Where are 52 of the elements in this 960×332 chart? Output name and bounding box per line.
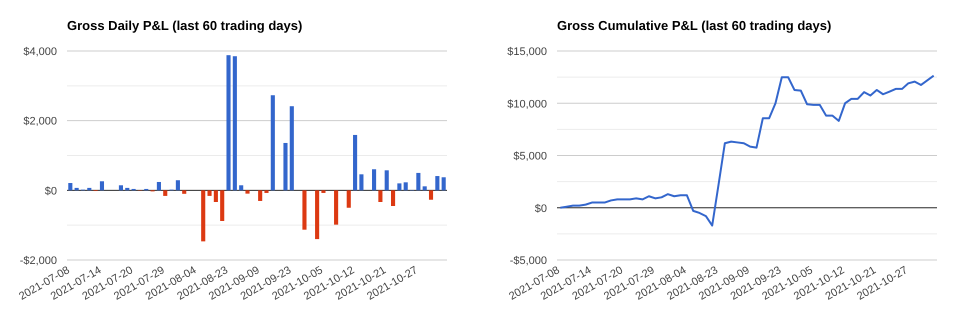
bar xyxy=(258,190,262,201)
bar xyxy=(226,55,231,190)
y-tick-label: $0 xyxy=(534,202,547,215)
y-tick-label: $4,000 xyxy=(23,46,57,58)
y-tick-label: $10,000 xyxy=(507,98,547,110)
bar xyxy=(372,169,376,190)
bar xyxy=(239,185,244,190)
bar xyxy=(74,188,79,190)
bar xyxy=(404,182,408,190)
bar xyxy=(100,181,104,190)
y-tick-label: $15,000 xyxy=(507,46,547,58)
bar xyxy=(390,190,396,206)
bar xyxy=(283,142,288,190)
bar xyxy=(416,172,420,190)
bar xyxy=(346,190,351,208)
bar xyxy=(384,170,389,190)
bar xyxy=(163,190,168,196)
bar xyxy=(290,106,294,190)
bar xyxy=(232,56,237,190)
bar xyxy=(68,183,72,190)
bar xyxy=(87,188,92,190)
chart-title: Gross Daily P&L (last 60 trading days) xyxy=(67,18,302,33)
bar xyxy=(315,190,320,240)
y-tick-label: $2,000 xyxy=(23,116,57,128)
bar xyxy=(118,185,124,190)
bar xyxy=(321,190,326,193)
bar xyxy=(214,190,218,202)
bar xyxy=(220,190,224,221)
y-tick-label: -$5,000 xyxy=(510,255,547,267)
bar xyxy=(378,190,382,202)
bar xyxy=(397,183,402,190)
bar xyxy=(125,188,130,190)
bar xyxy=(428,190,434,200)
y-tick-label: -$2,000 xyxy=(20,255,57,267)
bar xyxy=(201,190,206,242)
y-tick-label: $5,000 xyxy=(513,150,547,162)
bar xyxy=(359,174,364,190)
bar xyxy=(422,186,427,190)
bar xyxy=(435,176,440,190)
bar xyxy=(353,134,358,190)
bar xyxy=(207,190,212,196)
bar xyxy=(442,177,446,190)
y-tick-label: $0 xyxy=(44,185,57,198)
bar xyxy=(334,190,338,225)
line-series xyxy=(559,74,935,227)
bar xyxy=(264,190,269,193)
bar xyxy=(270,95,275,190)
bar xyxy=(156,182,161,190)
bar xyxy=(302,190,307,230)
chart-title: Gross Cumulative P&L (last 60 trading days) xyxy=(557,18,832,33)
bar xyxy=(176,180,180,190)
bar xyxy=(182,190,186,194)
